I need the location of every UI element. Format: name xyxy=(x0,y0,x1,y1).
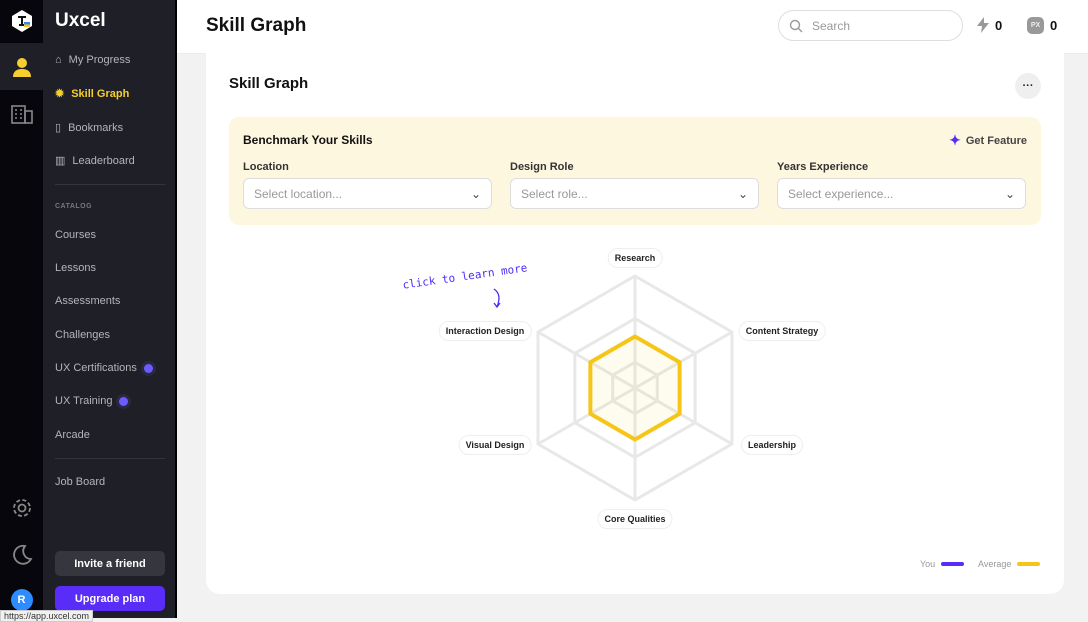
sidebar-item-label: Assessments xyxy=(55,295,121,307)
sidebar-item-label: UX Training xyxy=(55,395,113,407)
years-experience-field: Years Experience Select experience... ⌄ xyxy=(777,161,1026,209)
sidebar-item-label: UX Certifications xyxy=(55,362,137,374)
field-label: Location xyxy=(243,161,289,173)
legend-swatch xyxy=(941,562,965,566)
benchmark-panel: Benchmark Your Skills ✦ Get Feature Locat… xyxy=(229,117,1041,225)
bar-chart-icon: ▥ xyxy=(55,155,66,167)
px-value: 0 xyxy=(1050,18,1058,33)
series-average-polygon xyxy=(588,334,682,442)
new-badge-dot xyxy=(119,396,129,406)
axis-label-interaction-design[interactable]: Interaction Design xyxy=(438,321,532,341)
divider xyxy=(55,458,165,459)
sidebar-item-leaderboard[interactable]: ▥ Leaderboard xyxy=(55,154,135,168)
profile-icon[interactable] xyxy=(0,52,43,82)
axis-label-leadership[interactable]: Leadership xyxy=(740,435,804,455)
avatar-initial: R xyxy=(10,589,33,611)
sidebar-item-label: Leaderboard xyxy=(72,154,135,167)
sidebar-item-ux-training[interactable]: UX Training xyxy=(55,395,129,407)
legend-average: Average xyxy=(978,559,1041,569)
sidebar-item-lessons[interactable]: Lessons xyxy=(55,262,96,274)
more-options-button[interactable]: ··· xyxy=(1015,73,1041,99)
sparkle-icon: ✦ xyxy=(949,132,961,148)
sidebar-item-my-progress[interactable]: ⌂ My Progress xyxy=(55,54,130,66)
benchmark-title: Benchmark Your Skills xyxy=(243,133,373,147)
status-url: https://app.uxcel.com xyxy=(0,610,94,622)
axis-spoke xyxy=(634,330,733,390)
sidebar-item-label: Bookmarks xyxy=(68,121,124,134)
user-avatar[interactable]: R xyxy=(0,589,43,611)
get-feature-button[interactable]: ✦ Get Feature xyxy=(949,132,1027,149)
sidebar-item-arcade[interactable]: Arcade xyxy=(55,429,90,441)
sidebar-item-label: Courses xyxy=(55,229,96,241)
px-counter[interactable]: PX 0 xyxy=(1027,17,1057,34)
page-title: Skill Graph xyxy=(206,15,307,36)
legend-you: You xyxy=(920,559,965,569)
axis-spoke xyxy=(634,386,733,446)
axis-spoke xyxy=(537,330,636,390)
design-role-field: Design Role Select role... ⌄ xyxy=(510,161,759,209)
sidebar-item-label: Challenges xyxy=(55,329,111,341)
legend-swatch xyxy=(1017,562,1041,566)
sidebar-item-ux-certifications[interactable]: UX Certifications xyxy=(55,362,153,374)
role-select[interactable]: Select role... ⌄ xyxy=(510,178,759,209)
new-badge-dot xyxy=(143,363,153,373)
chevron-down-icon: ⌄ xyxy=(470,186,481,201)
streak-counter[interactable]: 0 xyxy=(977,17,1002,33)
settings-icon[interactable] xyxy=(0,495,43,521)
gear-badge-icon: ✹ xyxy=(55,88,65,100)
legend-label: Average xyxy=(978,559,1012,569)
home-icon: ⌂ xyxy=(55,54,62,66)
location-select[interactable]: Select location... ⌄ xyxy=(243,178,492,209)
search-input[interactable]: Search xyxy=(778,10,963,41)
get-feature-label: Get Feature xyxy=(965,134,1027,147)
axis-label-core-qualities[interactable]: Core Qualities xyxy=(597,509,673,529)
divider xyxy=(55,184,165,185)
select-placeholder: Select location... xyxy=(254,186,343,201)
chevron-down-icon: ⌄ xyxy=(737,186,748,201)
axis-spoke xyxy=(537,386,636,446)
select-placeholder: Select role... xyxy=(521,186,588,201)
dark-mode-moon-icon[interactable] xyxy=(0,541,43,567)
sidebar-item-label: Skill Graph xyxy=(71,87,130,100)
building-icon[interactable] xyxy=(0,99,43,129)
sidebar-item-skill-graph[interactable]: ✹ Skill Graph xyxy=(55,87,130,101)
axis-label-content-strategy[interactable]: Content Strategy xyxy=(738,321,826,341)
px-badge-icon: PX xyxy=(1027,17,1044,34)
sidebar-item-courses[interactable]: Courses xyxy=(55,229,96,241)
sidebar-item-challenges[interactable]: Challenges xyxy=(55,329,110,341)
experience-select[interactable]: Select experience... ⌄ xyxy=(777,178,1026,209)
chevron-down-icon: ⌄ xyxy=(1004,186,1015,201)
brand-name: Uxcel xyxy=(55,10,106,31)
upgrade-plan-button[interactable]: Upgrade plan xyxy=(55,586,165,611)
search-placeholder: Search xyxy=(812,18,851,33)
icon-rail: R xyxy=(0,0,43,618)
skill-graph-card: Skill Graph ··· Benchmark Your Skills ✦ G… xyxy=(206,50,1064,594)
catalog-heading: CATALOG xyxy=(55,203,93,210)
sidebar-item-bookmarks[interactable]: ▯ Bookmarks xyxy=(55,121,124,135)
top-header: Skill Graph Search 0 PX 0 xyxy=(177,0,1088,54)
streak-value: 0 xyxy=(995,17,1003,33)
search-icon xyxy=(789,19,803,32)
location-field: Location Select location... ⌄ xyxy=(243,161,492,209)
sidebar-item-label: Arcade xyxy=(55,429,90,441)
card-title: Skill Graph xyxy=(229,75,309,92)
sidebar-item-label: Job Board xyxy=(55,476,106,488)
axis-label-visual-design[interactable]: Visual Design xyxy=(458,435,532,455)
legend-label: You xyxy=(920,559,936,569)
uxcel-logo-icon[interactable] xyxy=(0,6,43,36)
axis-label-research[interactable]: Research xyxy=(607,248,663,268)
curved-arrow-icon xyxy=(493,288,501,309)
invite-friend-button[interactable]: Invite a friend xyxy=(55,551,165,576)
lightning-icon xyxy=(977,17,989,33)
field-label: Years Experience xyxy=(777,161,869,173)
bookmark-icon: ▯ xyxy=(55,122,62,134)
sidebar-item-job-board[interactable]: Job Board xyxy=(55,476,105,488)
sidebar-item-label: My Progress xyxy=(68,54,131,66)
field-label: Design Role xyxy=(510,161,574,173)
sidebar: Uxcel ⌂ My Progress ✹ Skill Graph ▯ Bookmar… xyxy=(43,0,177,618)
select-placeholder: Select experience... xyxy=(788,186,894,201)
sidebar-item-assessments[interactable]: Assessments xyxy=(55,295,120,307)
sidebar-item-label: Lessons xyxy=(55,262,96,274)
